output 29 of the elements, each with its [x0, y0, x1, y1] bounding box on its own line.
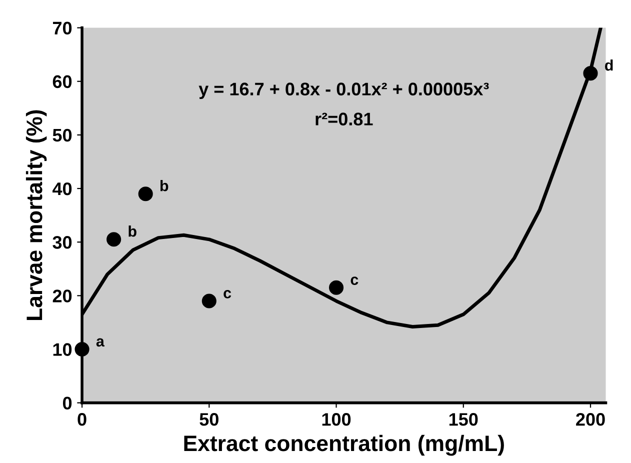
y-tick-label: 50 [52, 128, 72, 142]
annotation: b [160, 180, 168, 192]
x-tick-label: 0 [78, 413, 86, 426]
y-tick-label: 20 [52, 290, 72, 302]
y-tick-label: 70 [53, 22, 72, 34]
annotation: c [224, 290, 232, 298]
point [583, 66, 598, 81]
annotation: a [96, 338, 105, 347]
annotation: b [128, 226, 136, 237]
y-tick-label: 40 [52, 182, 72, 196]
point [328, 280, 344, 295]
x-tick-label: 150 [449, 413, 478, 426]
point [202, 294, 216, 308]
y-tick-label: 30 [52, 236, 72, 249]
y-tick-label: 0 [62, 396, 72, 410]
annotation: c [350, 276, 358, 285]
y-tick-label: 60 [52, 75, 72, 88]
x-tick-label: 200 [576, 413, 605, 426]
y-tick-label: 10 [53, 343, 72, 356]
annotation: r²=0.81 [316, 112, 373, 126]
annotation: d [605, 59, 613, 71]
x-tick-label: 50 [200, 413, 218, 426]
point [106, 232, 122, 247]
x-axis-title: Extract concentration (mg/mL) [184, 434, 504, 456]
point [138, 186, 153, 202]
y-axis-title: Larvae mortality (%) [26, 110, 47, 320]
point [74, 342, 90, 357]
annotation: y = 16.7 + 0.8x - 0.01x² + 0.00005x³ [198, 82, 489, 100]
x-tick-label: 100 [322, 413, 351, 426]
